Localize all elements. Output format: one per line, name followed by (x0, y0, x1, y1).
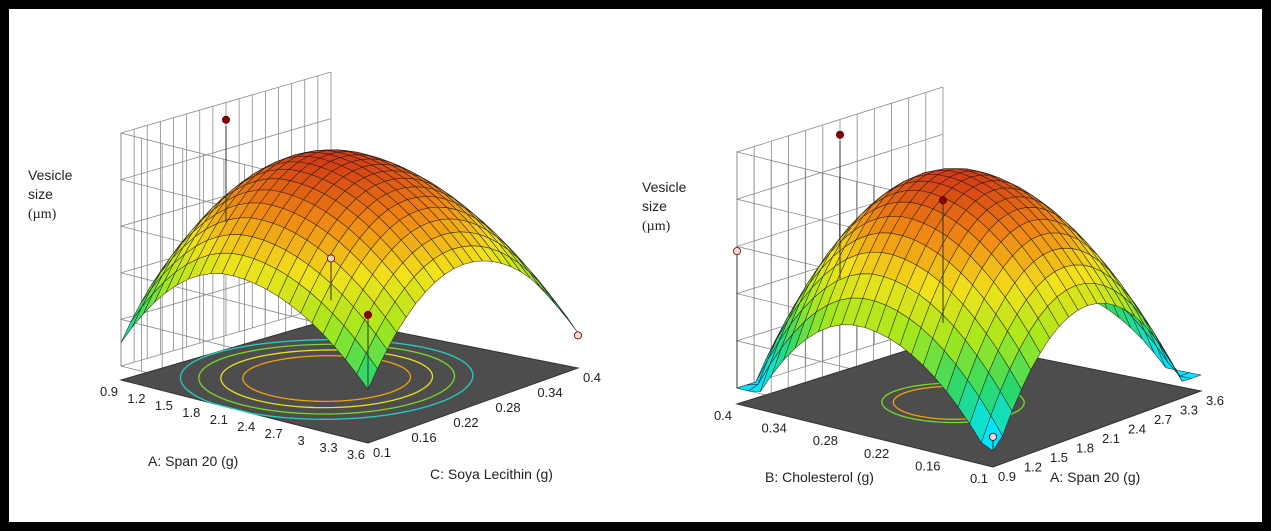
x-tick-label: 3.3 (320, 440, 338, 455)
chart-vesicle-cholesterol-span: 0246810Vesiclesize(µm)0.40.340.280.220.1… (642, 86, 1224, 486)
y-tick-label: 3.3 (1180, 403, 1198, 418)
y-tick-label: 0.22 (453, 415, 478, 430)
y-tick-label: 1.8 (1076, 441, 1094, 456)
design-points (221, 115, 583, 390)
floor-axes: 0.9 1.2 1.5 1.8 2.1 2.4 2.7 3 3.3 3.6 0.1 0.16 0.22 0… (100, 370, 601, 482)
z-axis-label: Vesicle (642, 179, 687, 195)
y-axis-label: C: Soya Lecithin (g) (430, 466, 553, 482)
y-tick-label: 0.4 (583, 370, 601, 385)
design-point (221, 115, 230, 124)
x-tick-label: 1.5 (155, 398, 173, 413)
contour-line (198, 343, 456, 415)
z-axis-label: size (642, 198, 667, 214)
design-point (733, 247, 742, 256)
y-tick-label: 0.28 (495, 400, 520, 415)
contour-line (881, 382, 1025, 424)
x-axis-label: A: Span 20 (g) (148, 453, 238, 469)
x-tick-label: 0.22 (864, 446, 889, 461)
design-point (989, 432, 998, 441)
x-tick-label: 0.9 (100, 384, 118, 399)
contour-line (220, 349, 434, 409)
response-surface (735, 168, 1203, 452)
y-tick-label: 0.9 (998, 469, 1016, 484)
y-tick-label: 1.2 (1024, 460, 1042, 475)
z-axis-label: (µm) (28, 207, 57, 222)
design-point (326, 254, 335, 263)
y-tick-label: 0.1 (373, 445, 391, 460)
floor-axes: 0.4 0.34 0.28 0.22 0.16 0.1 0.9 1.2 1.5 1.8 2.1 2.4… (714, 393, 1224, 486)
x-tick-label: 3.6 (347, 447, 365, 462)
chart-vesicle-span-lecithin: 0246810Vesiclesize(µm)0.91.21.51.82.12.4… (28, 71, 601, 482)
y-tick-label: 0.16 (411, 430, 436, 445)
contour-line (242, 355, 412, 403)
x-tick-label: 1.8 (182, 405, 200, 420)
y-tick-label: 2.1 (1102, 431, 1120, 446)
x-axis-label: B: Cholesterol (g) (765, 469, 874, 485)
x-tick-label: 0.34 (762, 421, 787, 436)
design-point (939, 196, 948, 205)
x-tick-label: 2.4 (237, 419, 255, 434)
x-tick-label: 0.1 (970, 471, 988, 486)
contour-lines (179, 338, 474, 420)
x-tick-label: 0.16 (915, 458, 940, 473)
design-point (574, 331, 583, 340)
z-axis-label: Vesicle (28, 167, 73, 183)
design-points (733, 130, 998, 451)
x-tick-label: 1.2 (127, 391, 145, 406)
x-tick-label: 2.1 (210, 412, 228, 427)
x-tick-label: 2.7 (265, 426, 283, 441)
surface-cell (356, 352, 378, 390)
y-tick-label: 2.4 (1128, 422, 1146, 437)
y-tick-label: 3.6 (1206, 393, 1224, 408)
x-tick-label: 3 (297, 433, 304, 448)
y-tick-label: 0.34 (537, 385, 562, 400)
design-point (836, 130, 845, 139)
y-axis-label: A: Span 20 (g) (1050, 469, 1140, 485)
surface-cell (518, 263, 541, 287)
surface-cell (528, 271, 550, 296)
contour-line (179, 338, 474, 420)
z-axis-label: size (28, 186, 53, 202)
z-axis-label: (µm) (642, 219, 671, 234)
design-point (363, 310, 372, 319)
x-tick-label: 0.4 (714, 408, 732, 423)
y-tick-label: 2.7 (1154, 412, 1172, 427)
x-tick-label: 0.28 (813, 433, 838, 448)
response-surface (120, 149, 579, 390)
y-tick-label: 1.5 (1050, 450, 1068, 465)
